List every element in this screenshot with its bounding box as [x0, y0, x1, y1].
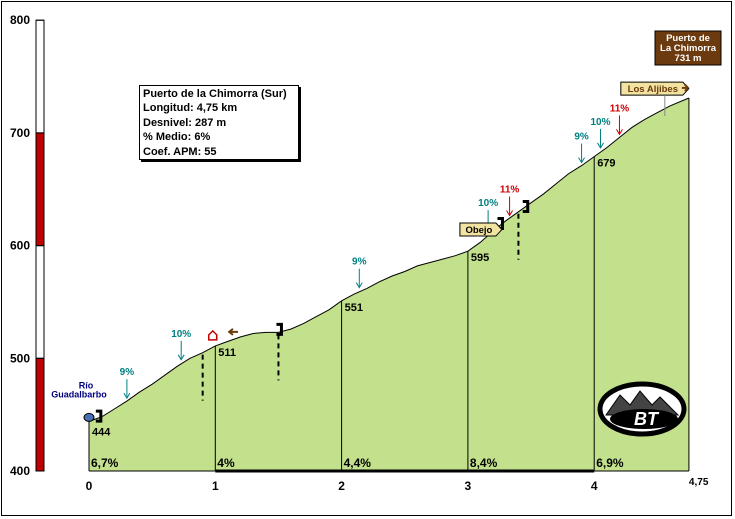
profile-fill: [89, 98, 689, 471]
annotations: 9%10%9%10%11%9%10%11%RíoGuadalbarboObejo…: [51, 30, 722, 437]
x-tick-label: 1: [212, 479, 219, 493]
waypoint-sign: [459, 222, 503, 237]
bt-logo-mountains-icon: [605, 390, 680, 416]
km-elevation-label: 511: [218, 347, 236, 359]
grade-callout-label: 11%: [500, 185, 520, 196]
grade-arrow-head: [597, 142, 604, 149]
y-tick-label: 600: [10, 239, 30, 253]
info-average-grade: % Medio: 6%: [143, 131, 211, 144]
y-tick-label: 400: [10, 464, 30, 478]
x-tick-label: 0: [86, 479, 93, 493]
km-grade-label: 6,7%: [91, 456, 119, 470]
direction-arrow-icon: [227, 328, 239, 336]
elevation-bar-segment: [35, 19, 45, 134]
km-elevation-label: 444: [92, 426, 111, 438]
grade-callout-label: 9%: [574, 132, 589, 143]
summit-sign: [654, 30, 722, 66]
house-icon: [208, 329, 218, 341]
x-end-label: 4,75: [689, 477, 709, 488]
elevation-bar-segment: [35, 245, 45, 359]
baseline-bar: [215, 469, 595, 473]
km-grade-label: 8,4%: [470, 456, 498, 470]
grade-arrow-head: [506, 210, 514, 217]
profile-line: [88, 97, 690, 422]
info-apm-coefficient: Coef. APM: 55: [143, 145, 217, 158]
summit-sign-label: 731 m: [675, 53, 702, 64]
junction-marker-icon: [95, 409, 103, 423]
summit-sign-label: Puerto de: [666, 33, 710, 44]
elevation-axis: 400 500 600 700 800 0 1 2 3 4 4,75: [10, 13, 709, 493]
grade-callout-label: 10%: [591, 117, 611, 128]
info-name: Puerto de la Chimorra (Sur): [143, 88, 287, 100]
x-tick-label: 4: [591, 479, 598, 493]
junction-marker-icon: [522, 200, 530, 214]
waypoint-sign-label: Obejo: [465, 225, 492, 236]
km-elevation-label: 551: [345, 302, 363, 314]
profile-area: [88, 97, 690, 473]
grade-arrow-head: [578, 157, 585, 164]
grade-arrow-head: [177, 354, 185, 361]
route-info-box: Puerto de la Chimorra (Sur) Longitud: 4,…: [139, 85, 299, 160]
grade-callout-label: 9%: [352, 257, 367, 268]
km-elevation-label: 679: [597, 158, 615, 170]
bt-logo-band: [610, 409, 678, 429]
y-tick-label: 800: [10, 13, 30, 27]
grade-callout-label: 10%: [171, 329, 191, 340]
x-tick-label: 2: [338, 479, 345, 493]
y-tick-label: 700: [10, 126, 30, 140]
summit-sign-label: La Chimorra: [660, 43, 717, 54]
waypoint-sign-label: Los Aljibes: [628, 84, 678, 95]
junction-marker-icon: [276, 322, 283, 336]
grade-arrow-head: [123, 392, 131, 400]
start-label-line1: Río: [79, 380, 94, 390]
km-elevation-label: 595: [471, 252, 489, 264]
info-gain: Desnivel: 287 m: [143, 116, 227, 129]
summit-arrow-icon: [681, 83, 690, 92]
elevation-bar-segment: [35, 357, 45, 472]
grade-callout-label: 9%: [120, 367, 135, 378]
km-grade-label: 4,4%: [344, 456, 372, 470]
x-tick-label: 3: [465, 479, 472, 493]
km-grade-label: 6,9%: [596, 456, 624, 470]
river-icon: [83, 412, 95, 422]
start-label-line2: Guadalbarbo: [51, 389, 107, 399]
km-grade-label: 4%: [217, 456, 235, 470]
grade-callout-label: 11%: [610, 103, 630, 114]
grade-callout-label: 10%: [478, 198, 498, 209]
y-tick-label: 500: [10, 351, 30, 365]
grade-arrow-head: [616, 129, 623, 136]
info-length: Longitud: 4,75 km: [143, 102, 238, 115]
elevation-bar-segment: [35, 132, 45, 247]
km-markers: 444 6,7% 511 4% 551 4,4% 595 8,4% 679 6,9%: [91, 156, 624, 471]
waypoint-sign: [620, 81, 690, 96]
bt-logo-text: BT: [634, 409, 660, 429]
grade-arrow-head: [355, 282, 363, 289]
